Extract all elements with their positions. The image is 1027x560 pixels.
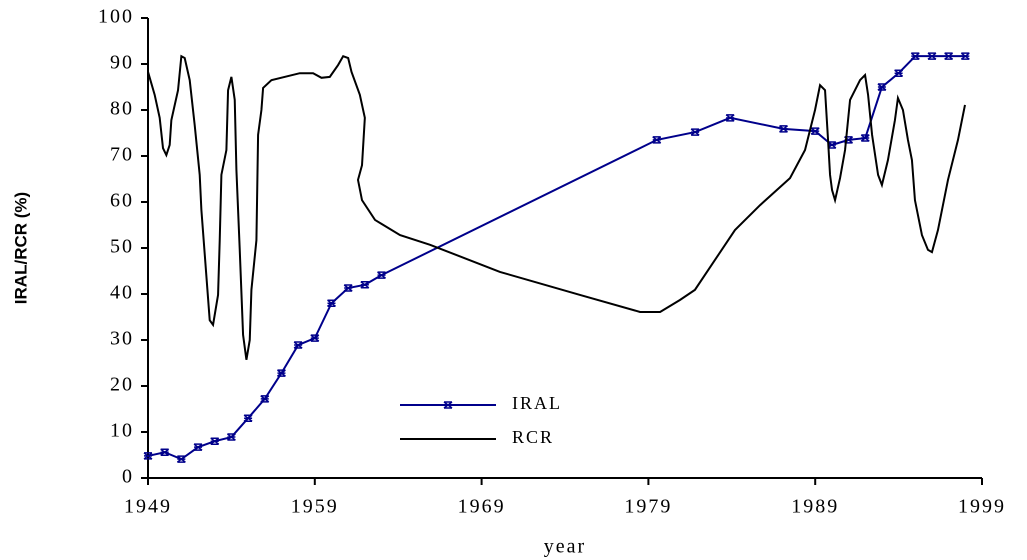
marker — [260, 395, 270, 403]
marker — [210, 437, 220, 445]
x-tick-label: 1949 — [124, 496, 172, 518]
marker — [276, 369, 286, 377]
marker — [844, 136, 854, 144]
marker — [160, 448, 170, 456]
y-tick-label: 40 — [110, 282, 134, 304]
x-tick-label: 1969 — [458, 496, 506, 518]
marker — [927, 52, 937, 60]
marker — [690, 128, 700, 136]
y-tick-label: 20 — [110, 374, 134, 396]
marker — [877, 83, 887, 91]
marker — [343, 284, 353, 292]
series-line — [147, 54, 966, 360]
marker — [860, 134, 870, 142]
legend-label: IRAL — [512, 393, 562, 413]
marker — [310, 334, 320, 342]
marker — [143, 452, 153, 460]
marker — [176, 455, 186, 463]
legend-marker — [443, 401, 453, 409]
x-axis-label: year — [544, 536, 586, 558]
y-tick-label: 100 — [98, 6, 134, 28]
y-tick-label: 0 — [122, 466, 134, 488]
y-tick-label: 60 — [110, 190, 134, 212]
y-axis-label: IRAL/RCR (%) — [11, 192, 30, 304]
x-tick-label: 1999 — [958, 496, 1006, 518]
y-tick-label: 70 — [110, 144, 134, 166]
marker — [360, 281, 370, 289]
marker — [910, 52, 920, 60]
marker — [810, 127, 820, 135]
marker — [226, 433, 236, 441]
y-tick-label: 50 — [110, 236, 134, 258]
marker — [243, 414, 253, 422]
y-tick-label: 30 — [110, 328, 134, 350]
legend-label: RCR — [512, 427, 554, 447]
marker — [779, 125, 788, 133]
marker — [377, 271, 386, 279]
marker — [827, 141, 837, 149]
marker — [652, 136, 662, 144]
x-tick-label: 1989 — [791, 496, 839, 518]
y-tick-label: 80 — [110, 98, 134, 120]
x-tick-label: 1979 — [624, 496, 672, 518]
marker — [293, 341, 303, 349]
marker — [944, 52, 954, 60]
y-tick-label: 90 — [110, 52, 134, 74]
marker — [327, 299, 336, 307]
marker — [193, 443, 203, 451]
y-tick-label: 10 — [110, 420, 134, 442]
x-tick-label: 1959 — [291, 496, 339, 518]
marker — [960, 52, 970, 60]
marker — [725, 114, 735, 122]
marker — [894, 69, 904, 77]
